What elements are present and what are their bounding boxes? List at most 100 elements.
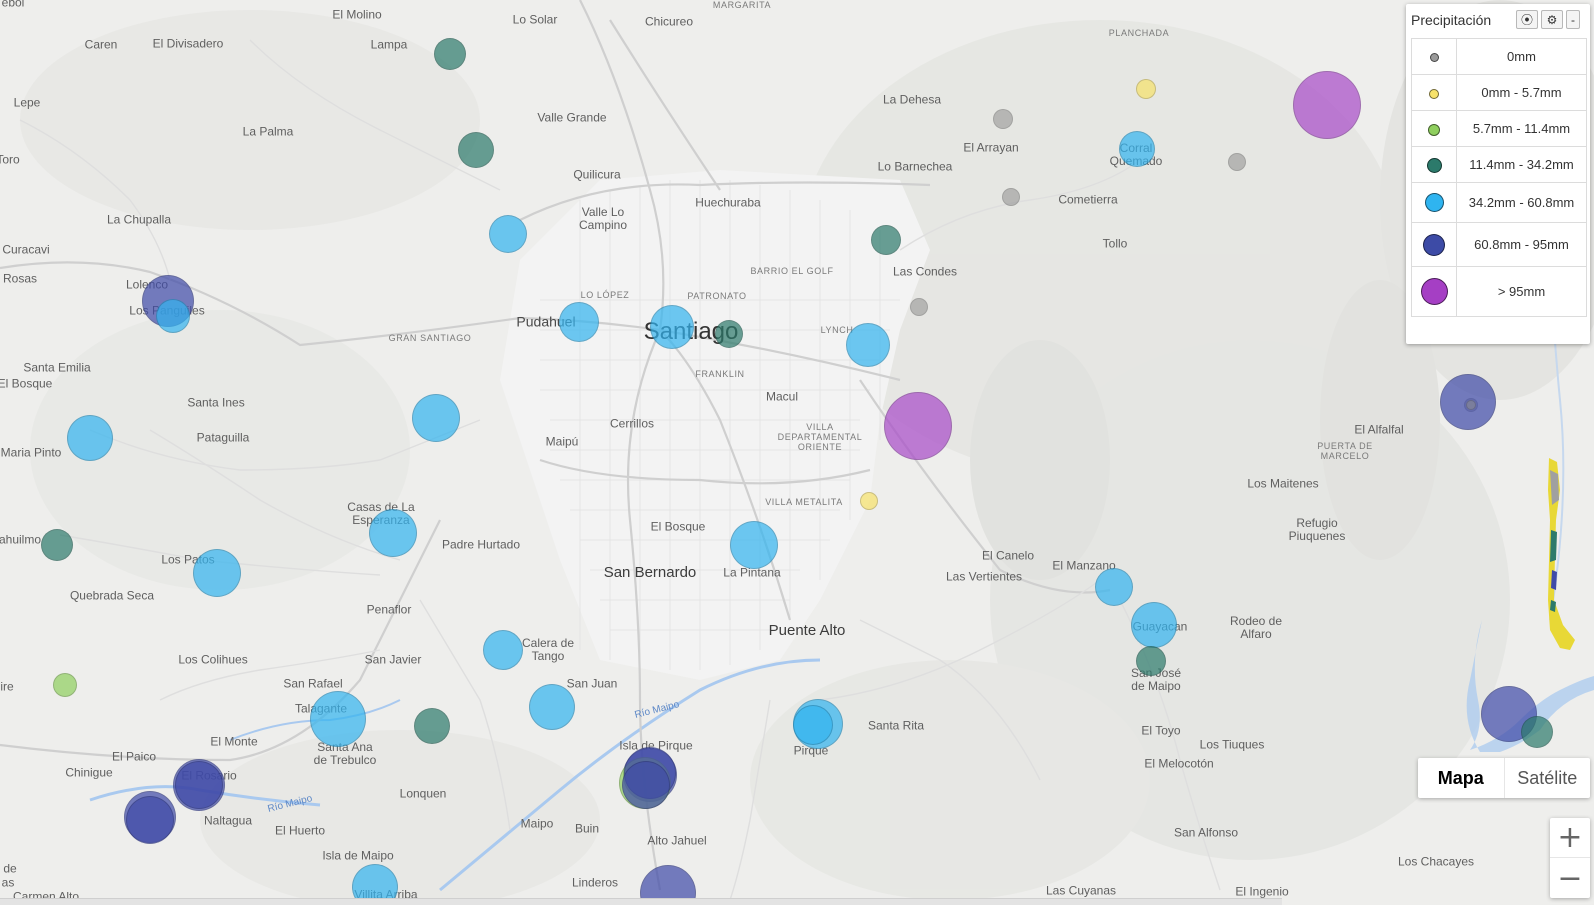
place-label-quebrada-seca: Quebrada Seca (69, 588, 155, 603)
station-marker-blue[interactable] (352, 864, 398, 904)
place-label-caren: Caren (84, 37, 118, 52)
legend-symbol-cell (1411, 110, 1457, 147)
place-label-santa-ines: Santa Ines (187, 395, 245, 410)
place-label-maria-pinto: Maria Pinto (0, 445, 62, 460)
place-label-puerta-de-marcelo: PUERTA DE MARCELO (1317, 441, 1373, 461)
station-marker-blue[interactable] (846, 323, 890, 367)
station-marker-teal[interactable] (434, 38, 466, 70)
station-marker-blue[interactable] (412, 394, 460, 442)
legend-dot-blue (1424, 193, 1444, 212)
place-label-tollo: Tollo (1102, 236, 1128, 251)
legend-label: 34.2mm - 60.8mm (1456, 182, 1587, 223)
station-marker-blue[interactable] (483, 630, 523, 670)
station-marker-blue[interactable] (310, 691, 366, 747)
place-label-el-melocoton: El Melocotón (1144, 756, 1214, 771)
place-label-maipu: Maipú (545, 434, 579, 449)
place-label-ahuilmo: ahuilmo (0, 532, 42, 547)
station-marker-teal[interactable] (1521, 716, 1553, 748)
place-label-ire: ire (0, 679, 14, 694)
place-label-quilicura: Quilicura (573, 167, 621, 182)
station-marker-gray[interactable] (1228, 153, 1246, 171)
place-label-san-javier: San Javier (364, 652, 422, 667)
station-marker-yellow[interactable] (860, 492, 878, 510)
station-marker-navy[interactable] (622, 761, 670, 809)
place-label-cometierra: Cometierra (1058, 192, 1118, 207)
station-marker-gray[interactable] (1002, 188, 1020, 206)
station-marker-teal[interactable] (871, 225, 901, 255)
station-marker-purple[interactable] (1293, 71, 1361, 139)
station-marker-blue[interactable] (1131, 602, 1177, 648)
station-marker-blue[interactable] (67, 415, 113, 461)
legend-symbol-cell (1411, 74, 1457, 111)
legend-row-navy: 60.8mm - 95mm (1411, 222, 1587, 267)
legend-label: > 95mm (1456, 266, 1587, 317)
station-marker-blue[interactable] (793, 705, 833, 745)
legend-symbol-cell (1411, 146, 1457, 183)
map-type-map-button[interactable]: Mapa (1437, 767, 1484, 788)
station-marker-blue[interactable] (1119, 131, 1155, 167)
legend-row-gray: 0mm (1411, 38, 1587, 75)
gear-icon[interactable]: ⚙ (1541, 10, 1563, 29)
zoom-in-button[interactable]: + (1550, 818, 1590, 858)
target-icon[interactable]: ⦿ (1516, 10, 1538, 29)
place-label-lynch: LYNCH (820, 325, 854, 336)
zoom-out-button[interactable]: − (1557, 860, 1583, 896)
station-marker-blue[interactable] (650, 305, 694, 349)
place-label-isla-de-maipo: Isla de Maipo (322, 848, 394, 863)
station-marker-blue[interactable] (156, 299, 190, 333)
station-marker-blue[interactable] (193, 549, 241, 597)
station-marker-teal[interactable] (1136, 646, 1166, 676)
place-label-lo-solar: Lo Solar (512, 12, 558, 27)
station-marker-yellow[interactable] (1136, 79, 1156, 99)
legend-title: Precipitación (1411, 12, 1492, 28)
place-label-villa-metalita: VILLA METALITA (765, 497, 843, 508)
station-marker-gray[interactable] (993, 109, 1013, 129)
place-label-rodeo-de-alfaro: Rodeo de Alfaro (1229, 613, 1283, 641)
station-marker-blue[interactable] (489, 215, 527, 253)
station-marker-teal[interactable] (414, 708, 450, 744)
place-label-san-alfonso: San Alfonso (1173, 825, 1239, 840)
station-marker-purple[interactable] (884, 392, 952, 460)
place-label-buin: Buin (574, 821, 600, 836)
place-label-la-chupalla: La Chupalla (106, 212, 172, 227)
place-label-el-huerto: El Huerto (274, 823, 326, 838)
place-label-toro: Toro (0, 152, 20, 167)
chile-minimap (1548, 458, 1575, 650)
station-marker-teal[interactable] (41, 529, 73, 561)
place-label-el-bosque: El Bosque (650, 519, 706, 534)
station-marker-teal[interactable] (458, 132, 494, 168)
legend-symbol-cell (1411, 38, 1457, 75)
place-label-calera-de-tango: Calera de Tango (521, 635, 575, 663)
place-label-el-manzano: El Manzano (1052, 558, 1116, 573)
place-label-planchada: PLANCHADA (1108, 28, 1170, 39)
place-label-las-cuyanas: Las Cuyanas (1045, 883, 1117, 898)
station-marker-lightgreen[interactable] (53, 673, 77, 697)
station-marker-navy[interactable] (640, 865, 696, 904)
place-label-santa-rita: Santa Rita (867, 718, 925, 733)
station-marker-navy[interactable] (175, 761, 223, 809)
station-marker-blue[interactable] (1095, 568, 1133, 606)
legend-dot-teal (1426, 157, 1442, 173)
legend-symbol-cell (1411, 222, 1457, 267)
legend-row-purple: > 95mm (1411, 266, 1587, 317)
station-marker-blue[interactable] (730, 521, 778, 569)
station-marker-navy[interactable] (126, 796, 174, 844)
station-marker-gray[interactable] (910, 298, 928, 316)
station-marker-blue[interactable] (559, 302, 599, 342)
place-label-las-condes: Las Condes (892, 264, 958, 279)
place-label-la-pintana: La Pintana (723, 565, 781, 580)
map-type-satellite-button[interactable]: Satélite (1503, 758, 1591, 798)
place-label-pataguilla: Pataguilla (196, 430, 250, 445)
place-label-naltagua: Naltagua (203, 813, 253, 828)
station-marker-teal[interactable] (715, 320, 743, 348)
place-label-as: as (1, 875, 15, 890)
place-label-chinigue: Chinigue (65, 765, 113, 780)
collapse-icon[interactable]: - (1566, 10, 1580, 29)
station-marker-blue[interactable] (529, 684, 575, 730)
place-label-el-canelo: El Canelo (981, 548, 1035, 563)
station-marker-blue[interactable] (369, 509, 417, 557)
place-label-el-divisadero: El Divisadero (152, 36, 224, 51)
station-marker-gray[interactable] (1466, 400, 1476, 410)
legend-label: 0mm - 5.7mm (1456, 74, 1587, 111)
